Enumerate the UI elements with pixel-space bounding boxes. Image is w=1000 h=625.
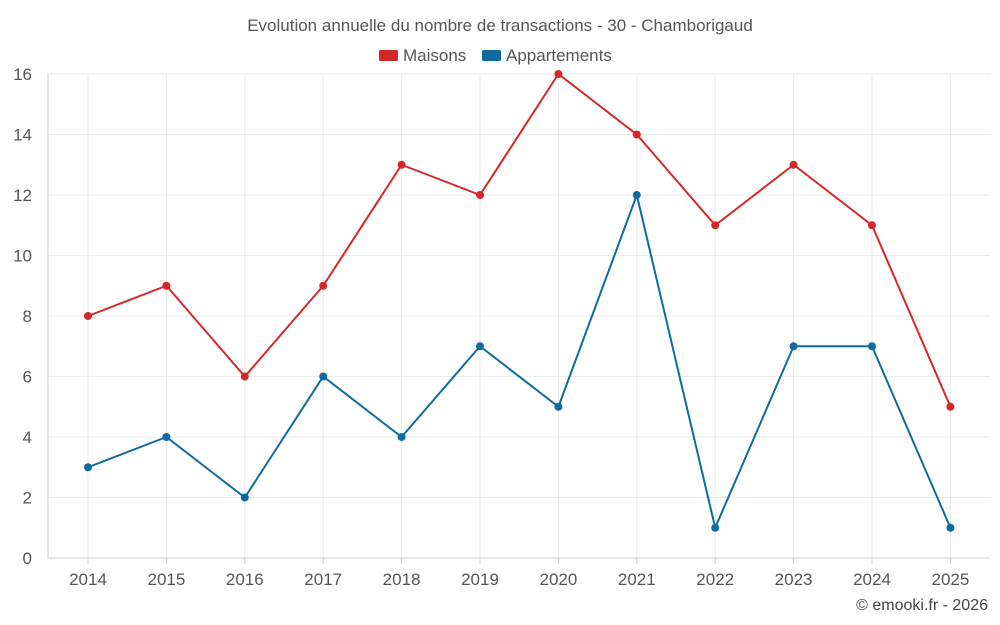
data-point-maisons[interactable]: Maisons 2015: 9 [162,281,171,290]
data-point-appartements[interactable]: Appartements 2022: 1 [711,523,720,532]
y-tick-label: 12 [13,186,32,205]
data-point-appartements[interactable]: Appartements 2020: 5 [554,402,563,411]
x-tick-label: 2019 [461,570,499,589]
data-point-maisons[interactable]: Maisons 2017: 9 [319,281,328,290]
y-tick-label: 8 [23,307,32,326]
x-tick-label: 2024 [853,570,891,589]
series-line-appartements[interactable] [87,194,952,529]
y-tick-label: 0 [23,549,32,568]
legend-swatch-maisons [379,50,398,61]
data-point-maisons[interactable]: Maisons 2016: 6 [240,372,249,381]
data-point-maisons[interactable]: Maisons 2024: 11 [868,221,876,230]
data-point-appartements[interactable]: Appartements 2016: 2 [240,493,249,502]
x-tick-label: 2016 [226,570,264,589]
data-point-appartements[interactable]: Appartements 2015: 4 [162,433,171,441]
data-point-appartements[interactable]: Appartements 2018: 4 [397,433,406,441]
x-tick-label: 2025 [931,570,969,589]
series-layer: Maisons 2014: 8 Maisons 2015: 9 Maisons 20… [84,70,955,532]
y-tick-label: 2 [23,489,32,508]
credit-text: © emooki.fr - 2026 [856,597,988,614]
data-point-maisons[interactable]: Maisons 2020: 16 [554,70,563,78]
grid [48,73,990,558]
x-tick-label: 2023 [775,570,813,589]
axes [47,74,990,564]
y-axis-ticks: 0 2 4 6 8 10 12 14 16 [13,65,32,568]
data-point-maisons[interactable]: Maisons 2025: 5 [946,402,955,411]
y-tick-label: 10 [13,247,32,266]
y-tick-label: 16 [13,65,32,84]
data-point-appartements[interactable]: Appartements 2014: 3 [84,463,92,472]
legend-label-maisons[interactable]: Maisons [403,46,466,65]
data-point-appartements[interactable]: Appartements 2025: 1 [946,523,955,532]
x-tick-label: 2021 [618,570,656,589]
data-point-appartements[interactable]: Appartements 2019: 7 [476,342,484,351]
x-tick-label: 2022 [696,570,734,589]
data-point-maisons[interactable]: Maisons 2021: 14 [632,130,641,139]
data-point-appartements[interactable]: Appartements 2021: 12 [632,191,641,199]
data-point-maisons[interactable]: Maisons 2018: 13 [397,160,406,169]
series-line-maisons[interactable] [87,73,952,408]
data-point-maisons[interactable]: Maisons 2014: 8 [84,312,92,320]
legend-label-appartements[interactable]: Appartements [506,46,612,65]
legend-swatch-appartements [482,50,501,61]
y-tick-label: 4 [23,428,32,447]
x-tick-label: 2020 [539,570,577,589]
x-axis-ticks: 2014 2015 2016 2017 2018 2019 2020 2021 2022 2023… [69,570,969,589]
data-point-appartements[interactable]: Appartements 2017: 6 [319,372,328,381]
y-tick-label: 14 [13,126,32,145]
data-point-maisons[interactable]: Maisons 2019: 12 [476,191,484,199]
chart-title: Evolution annuelle du nombre de transact… [247,16,753,35]
data-point-maisons[interactable]: Maisons 2022: 11 [711,221,720,230]
x-tick-label: 2017 [304,570,342,589]
x-tick-label: 2014 [69,570,107,589]
data-point-maisons[interactable]: Maisons 2023: 13 [789,160,798,169]
x-tick-label: 2015 [147,570,185,589]
data-point-appartements[interactable]: Appartements 2024: 7 [868,342,876,351]
legend: Maisons Appartements [379,46,612,65]
y-tick-label: 6 [23,368,32,387]
data-point-appartements[interactable]: Appartements 2023: 7 [789,342,798,351]
x-tick-label: 2018 [383,570,421,589]
